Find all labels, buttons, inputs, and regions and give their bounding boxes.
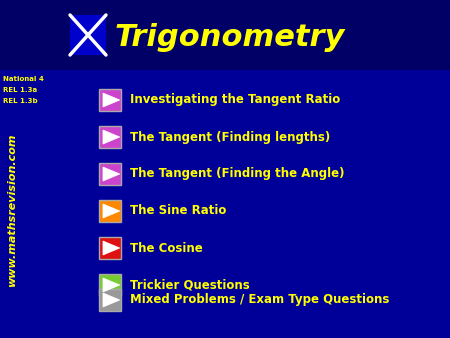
Bar: [70, 15, 106, 55]
Text: Trickier Questions: Trickier Questions: [130, 279, 250, 291]
Polygon shape: [103, 167, 120, 181]
Text: Mixed Problems / Exam Type Questions: Mixed Problems / Exam Type Questions: [130, 293, 389, 307]
Polygon shape: [103, 204, 120, 218]
Text: The Sine Ratio: The Sine Ratio: [130, 204, 226, 217]
Polygon shape: [103, 278, 120, 292]
Bar: [99, 289, 121, 311]
Text: www.mathsrevision.com: www.mathsrevision.com: [7, 133, 17, 287]
Text: Investigating the Tangent Ratio: Investigating the Tangent Ratio: [130, 94, 340, 106]
Bar: [0, 0, 450, 70]
Bar: [99, 163, 121, 185]
Text: The Tangent (Finding lengths): The Tangent (Finding lengths): [130, 130, 330, 144]
Polygon shape: [103, 130, 120, 144]
Text: Trigonometry: Trigonometry: [115, 24, 345, 52]
Polygon shape: [103, 293, 120, 307]
Polygon shape: [103, 93, 120, 107]
Text: REL 1.3a: REL 1.3a: [3, 87, 37, 93]
Text: The Tangent (Finding the Angle): The Tangent (Finding the Angle): [130, 168, 345, 180]
Bar: [99, 200, 121, 222]
Bar: [99, 274, 121, 296]
Polygon shape: [103, 241, 120, 255]
Text: REL 1.3b: REL 1.3b: [3, 98, 38, 104]
Text: National 4: National 4: [3, 76, 44, 82]
Bar: [99, 89, 121, 111]
Bar: [99, 126, 121, 148]
Bar: [99, 237, 121, 259]
Text: The Cosine: The Cosine: [130, 241, 203, 255]
